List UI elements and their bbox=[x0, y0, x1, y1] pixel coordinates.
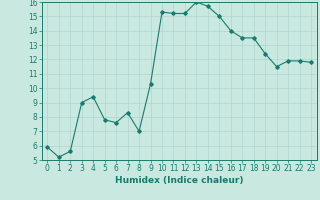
X-axis label: Humidex (Indice chaleur): Humidex (Indice chaleur) bbox=[115, 176, 244, 185]
